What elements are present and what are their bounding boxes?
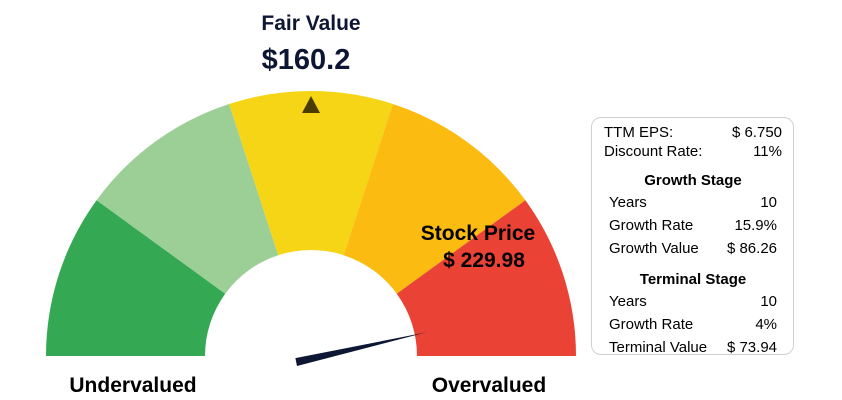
terminal-stage-heading: Terminal Stage (639, 271, 747, 288)
terminal-rate-row: Growth Rate 4% (604, 313, 782, 336)
terminal-value-row: Terminal Value $ 73.94 (604, 336, 782, 359)
ttm-eps-value: $ 6.750 (731, 124, 782, 141)
growth-value-value: $ 86.26 (726, 240, 777, 257)
gauge-segment (343, 103, 526, 294)
fair-value-title: Fair Value (261, 12, 360, 35)
growth-rate-label: Growth Rate (609, 217, 694, 234)
discount-rate-value: 11% (753, 143, 782, 160)
terminal-years-value: 10 (760, 293, 777, 310)
terminal-value-value: $ 73.94 (726, 339, 777, 356)
discount-rate-label: Discount Rate: (604, 143, 703, 160)
growth-years-label: Years (609, 194, 647, 211)
fair-value-amount: $160.2 (262, 44, 351, 76)
growth-stage-heading: Growth Stage (644, 172, 742, 189)
growth-rate-row: Growth Rate 15.9% (604, 214, 782, 237)
terminal-years-label: Years (609, 293, 647, 310)
ttm-eps-label: TTM EPS: (604, 124, 674, 141)
undervalued-label: Undervalued (69, 374, 196, 397)
growth-years-row: Years 10 (604, 191, 782, 214)
overvalued-label: Overvalued (432, 374, 546, 397)
gauge-segment (229, 90, 393, 256)
valuation-details-panel: TTM EPS: $ 6.750 Discount Rate: 11% Grow… (591, 117, 794, 356)
gauge-segments (46, 90, 576, 356)
gauge-segment (96, 103, 279, 294)
gauge-segment (396, 200, 576, 356)
terminal-years-row: Years 10 (604, 290, 782, 313)
terminal-value-label: Terminal Value (609, 339, 708, 356)
growth-years-value: 10 (760, 194, 777, 211)
discount-rate-row: Discount Rate: 11% (604, 142, 782, 161)
ttm-eps-row: TTM EPS: $ 6.750 (604, 123, 782, 142)
stock-price-needle (295, 332, 427, 366)
stock-price-amount: $ 229.98 (443, 249, 525, 272)
growth-rate-value: 15.9% (734, 217, 777, 234)
terminal-rate-label: Growth Rate (609, 316, 694, 333)
fair-value-marker (302, 96, 320, 113)
growth-value-row: Growth Value $ 86.26 (604, 237, 782, 260)
growth-value-label: Growth Value (609, 240, 699, 257)
terminal-rate-value: 4% (755, 316, 777, 333)
stock-price-label: Stock Price (421, 222, 535, 245)
gauge-segment (46, 200, 226, 356)
